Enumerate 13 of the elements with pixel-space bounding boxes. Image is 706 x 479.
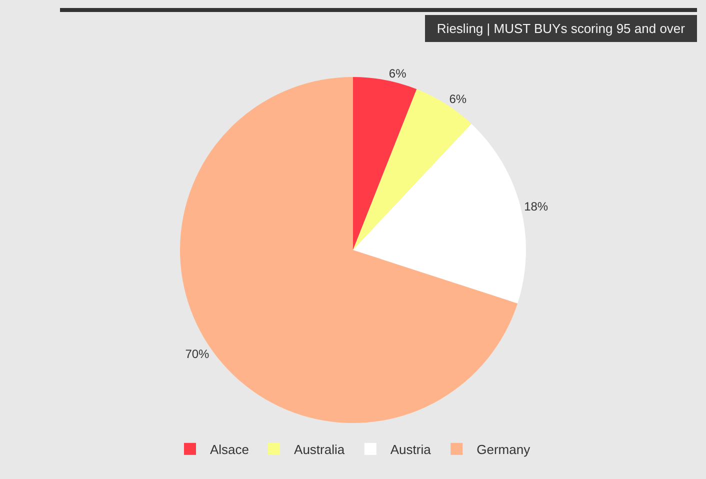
pie-slice xyxy=(353,77,417,250)
pie-slice xyxy=(180,77,518,423)
data-label: 6% xyxy=(388,66,407,80)
pie-slice xyxy=(353,124,526,304)
legend-label: Alsace xyxy=(210,442,250,457)
data-label: 18% xyxy=(524,200,548,214)
legend-label: Australia xyxy=(294,442,346,457)
chart-title: Riesling | MUST BUYs scoring 95 and over xyxy=(424,15,697,42)
legend-label: Germany xyxy=(476,442,531,457)
data-label: 70% xyxy=(185,347,210,362)
pie-slice xyxy=(353,89,472,250)
legend-label: Austria xyxy=(390,442,432,457)
data-label: 6% xyxy=(449,92,467,106)
